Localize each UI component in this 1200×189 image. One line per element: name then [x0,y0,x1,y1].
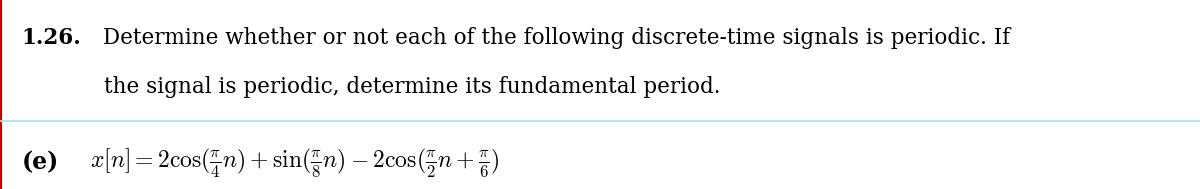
Text: the signal is periodic, determine its fundamental period.: the signal is periodic, determine its fu… [104,76,721,98]
Text: Determine whether or not each of the following discrete-time signals is periodic: Determine whether or not each of the fol… [103,27,1010,49]
Text: $x[n] = 2\cos(\frac{\pi}{4}n) + \sin(\frac{\pi}{8}n) - 2\cos(\frac{\pi}{2}n + \f: $x[n] = 2\cos(\frac{\pi}{4}n) + \sin(\fr… [90,146,499,179]
Text: 1.26.: 1.26. [22,27,82,49]
Text: (e): (e) [22,151,59,174]
